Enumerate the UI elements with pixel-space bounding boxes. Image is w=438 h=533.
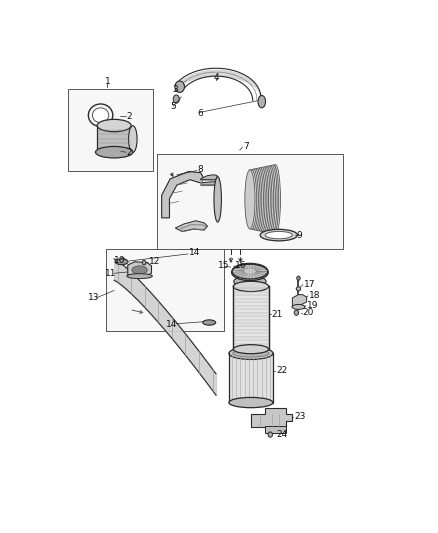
Text: 14: 14	[166, 320, 177, 329]
Ellipse shape	[127, 273, 152, 279]
Polygon shape	[162, 172, 204, 218]
Text: 17: 17	[304, 280, 315, 289]
Ellipse shape	[97, 119, 131, 132]
Text: 21: 21	[271, 310, 283, 319]
Ellipse shape	[92, 108, 109, 123]
Ellipse shape	[257, 167, 267, 231]
Text: 1: 1	[105, 77, 110, 86]
Ellipse shape	[247, 169, 257, 229]
Ellipse shape	[132, 266, 147, 274]
Ellipse shape	[142, 260, 146, 265]
Ellipse shape	[267, 165, 277, 233]
Ellipse shape	[229, 398, 273, 408]
Text: 19: 19	[307, 301, 318, 310]
Ellipse shape	[262, 166, 272, 232]
Ellipse shape	[233, 350, 269, 357]
Ellipse shape	[268, 165, 279, 234]
Bar	[68, 88, 153, 171]
Bar	[233, 286, 268, 349]
Ellipse shape	[268, 432, 272, 437]
Text: 6: 6	[197, 109, 203, 118]
Ellipse shape	[264, 166, 274, 233]
Ellipse shape	[292, 304, 305, 309]
Polygon shape	[175, 221, 208, 231]
Ellipse shape	[203, 320, 215, 325]
Text: 8: 8	[197, 165, 203, 174]
Text: 22: 22	[276, 367, 287, 375]
Ellipse shape	[258, 95, 265, 108]
Ellipse shape	[214, 177, 222, 222]
Bar	[156, 154, 343, 248]
Ellipse shape	[233, 281, 268, 292]
Text: 2: 2	[127, 148, 132, 157]
Polygon shape	[293, 295, 307, 307]
Text: 11: 11	[105, 269, 117, 278]
Ellipse shape	[120, 257, 125, 263]
Ellipse shape	[233, 345, 268, 354]
Ellipse shape	[245, 169, 255, 229]
Text: 20: 20	[303, 308, 314, 317]
Text: 15: 15	[219, 261, 230, 270]
Ellipse shape	[253, 168, 264, 231]
Ellipse shape	[129, 126, 137, 152]
Text: 7: 7	[243, 142, 249, 150]
Bar	[229, 353, 273, 402]
Ellipse shape	[265, 166, 276, 233]
Ellipse shape	[173, 95, 179, 103]
Text: 23: 23	[294, 413, 305, 422]
Polygon shape	[128, 262, 152, 276]
Ellipse shape	[234, 276, 266, 287]
Ellipse shape	[229, 347, 273, 359]
Ellipse shape	[255, 168, 265, 231]
Ellipse shape	[260, 229, 297, 241]
Ellipse shape	[175, 81, 184, 93]
Ellipse shape	[251, 168, 262, 230]
Ellipse shape	[95, 147, 133, 158]
Text: 4: 4	[213, 72, 219, 82]
Text: 12: 12	[149, 257, 160, 266]
Bar	[106, 248, 224, 330]
Text: 13: 13	[88, 293, 99, 302]
Ellipse shape	[115, 259, 128, 265]
Text: 14: 14	[189, 248, 200, 257]
Text: 10: 10	[114, 256, 126, 265]
Ellipse shape	[248, 169, 258, 230]
Text: 9: 9	[297, 231, 302, 240]
Text: 5: 5	[170, 102, 176, 111]
Bar	[97, 125, 131, 152]
Ellipse shape	[297, 276, 300, 280]
Polygon shape	[251, 408, 292, 427]
Text: 3: 3	[172, 85, 178, 94]
Text: 24: 24	[276, 430, 287, 439]
Text: 18: 18	[309, 291, 320, 300]
Text: 2: 2	[127, 111, 132, 120]
Ellipse shape	[250, 169, 260, 230]
Ellipse shape	[296, 287, 300, 291]
Text: 16: 16	[235, 261, 246, 270]
Ellipse shape	[270, 165, 280, 235]
Bar	[265, 426, 286, 433]
Ellipse shape	[260, 167, 270, 232]
Ellipse shape	[294, 310, 299, 316]
Ellipse shape	[232, 263, 268, 279]
Ellipse shape	[258, 167, 268, 232]
Ellipse shape	[265, 231, 293, 239]
